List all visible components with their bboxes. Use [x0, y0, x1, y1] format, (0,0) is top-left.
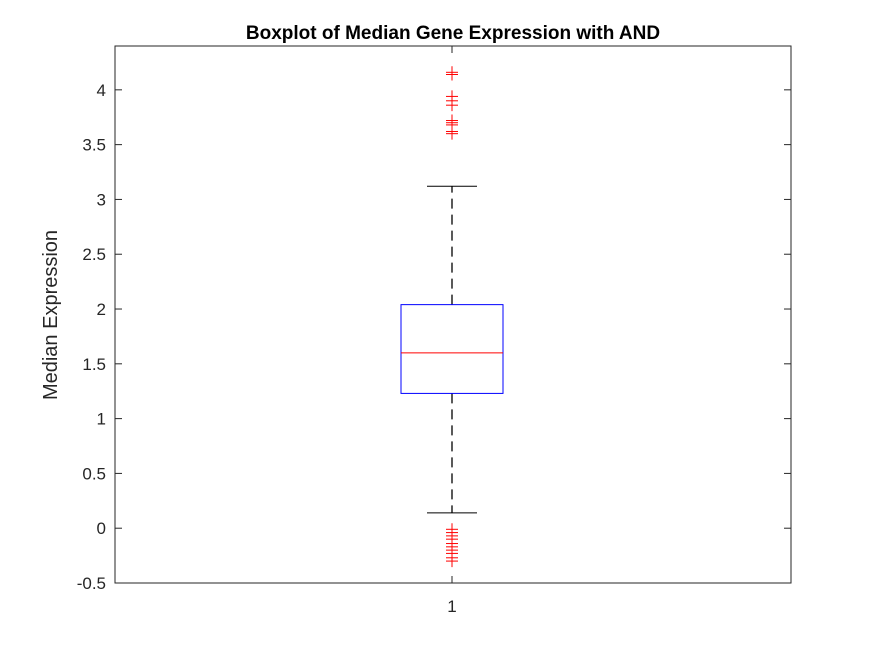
y-tick-label: 3	[97, 190, 106, 209]
outlier-marker	[446, 555, 458, 568]
y-tick-label: 2	[97, 300, 106, 319]
y-tick-label: 4	[97, 81, 106, 100]
y-tick-label: 2.5	[82, 245, 106, 264]
y-tick-label: 1.5	[82, 355, 106, 374]
y-tick-label: 1	[97, 410, 106, 429]
outlier-marker	[446, 127, 458, 140]
box-group	[400, 185, 504, 514]
outlier-marker	[446, 68, 458, 81]
axes: -0.5 0 0.5 1 1.5 2 2.5 3 3.5 4 1	[77, 45, 792, 616]
outlier-marker	[446, 99, 458, 112]
y-tick-label: 0.5	[82, 464, 106, 483]
y-tick-label: 0	[97, 519, 106, 538]
y-tick-label: -0.5	[77, 574, 106, 593]
x-tick-label: 1	[447, 597, 456, 616]
iqr-box	[400, 304, 504, 394]
outliers-group	[446, 66, 458, 568]
axes-frame	[114, 45, 792, 584]
chart-title: Boxplot of Median Gene Expression with A…	[246, 23, 660, 44]
y-tick-label: 3.5	[82, 136, 106, 155]
y-axis-label: Median Expression	[40, 230, 62, 400]
